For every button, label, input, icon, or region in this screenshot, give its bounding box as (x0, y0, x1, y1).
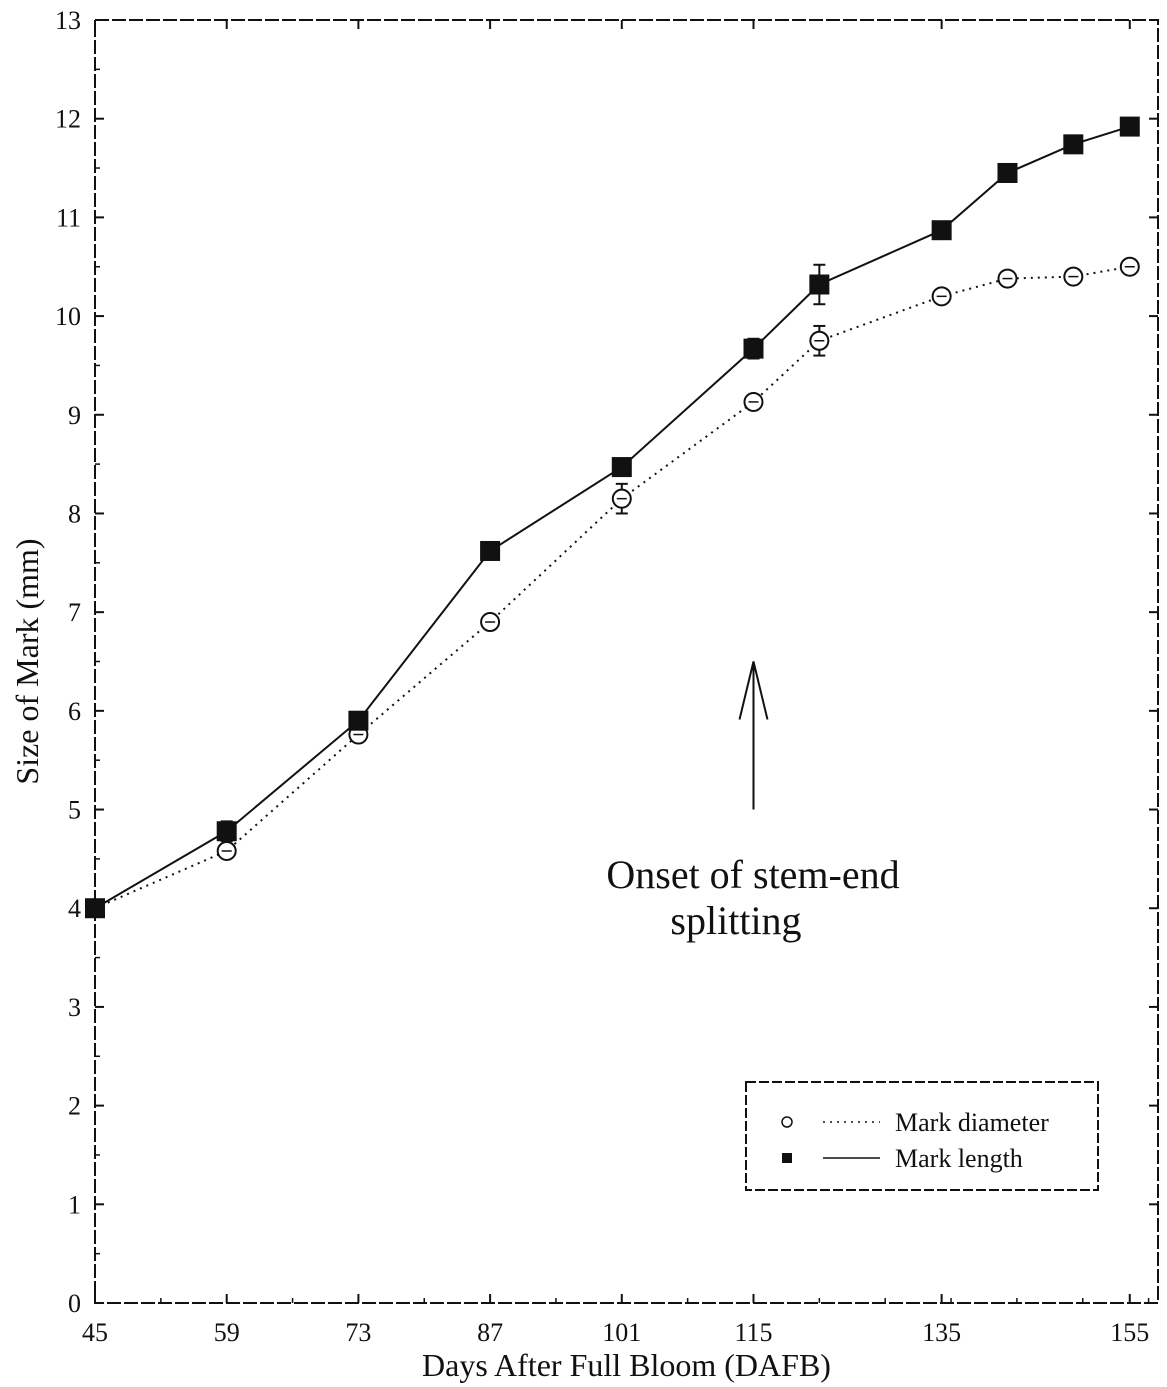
x-axis-title: Days After Full Bloom (DAFB) (422, 1347, 831, 1383)
series-line (94, 125, 1131, 910)
legend-marker-circle (781, 1116, 793, 1128)
series-mark-diameter (85, 256, 1140, 919)
data-point-square (480, 540, 501, 561)
series-mark-length (85, 116, 1140, 919)
y-tick-label: 0 (68, 1289, 81, 1318)
data-point-square (216, 821, 237, 842)
y-tick-label: 1 (68, 1190, 81, 1219)
annotation-arrow-head (738, 661, 769, 720)
y-tick-label: 9 (68, 401, 81, 430)
legend-label: Mark length (895, 1144, 1023, 1173)
y-tick-label: 11 (56, 203, 81, 232)
legend-label: Mark diameter (895, 1108, 1049, 1137)
y-tick-label: 3 (68, 993, 81, 1022)
series-line (94, 265, 1130, 910)
data-point-square (997, 162, 1018, 183)
y-tick-label: 13 (55, 6, 81, 35)
y-tick-label: 5 (68, 796, 81, 825)
data-point-square (85, 898, 105, 919)
data-point-square (809, 274, 830, 295)
legend-box (745, 1081, 1099, 1191)
data-point-square (1119, 116, 1140, 137)
data-point-square (611, 457, 632, 478)
annotation-line-2: splitting (670, 898, 801, 943)
x-tick-label: 59 (214, 1318, 240, 1347)
x-tick-label: 73 (345, 1318, 371, 1347)
series-layer (85, 116, 1140, 919)
legend-marker-square (782, 1153, 792, 1163)
x-tick-label: 115 (734, 1318, 772, 1347)
data-point-square (743, 338, 764, 359)
legend: Mark diameter Mark length (745, 1081, 1099, 1191)
data-point-square (348, 710, 369, 731)
y-tick-label: 4 (68, 894, 81, 923)
x-tick-label: 45 (82, 1318, 108, 1347)
data-point-square (931, 220, 952, 241)
y-tick-label: 6 (68, 697, 81, 726)
y-tick-label: 10 (55, 302, 81, 331)
annotation-line-1: Onset of stem-end (606, 852, 899, 897)
y-tick-label: 8 (68, 499, 81, 528)
x-tick-label: 135 (922, 1318, 961, 1347)
x-tick-label: 155 (1110, 1318, 1149, 1347)
y-tick-label: 12 (55, 105, 81, 134)
x-tick-label: 87 (477, 1318, 503, 1347)
y-axis-title: Size of Mark (mm) (9, 538, 45, 784)
x-tick-label: 101 (602, 1318, 641, 1347)
y-tick-label: 2 (68, 1092, 81, 1121)
data-point-square (1063, 134, 1084, 155)
y-tick-label: 7 (68, 598, 81, 627)
annotation: Onset of stem-end splitting (606, 661, 900, 943)
